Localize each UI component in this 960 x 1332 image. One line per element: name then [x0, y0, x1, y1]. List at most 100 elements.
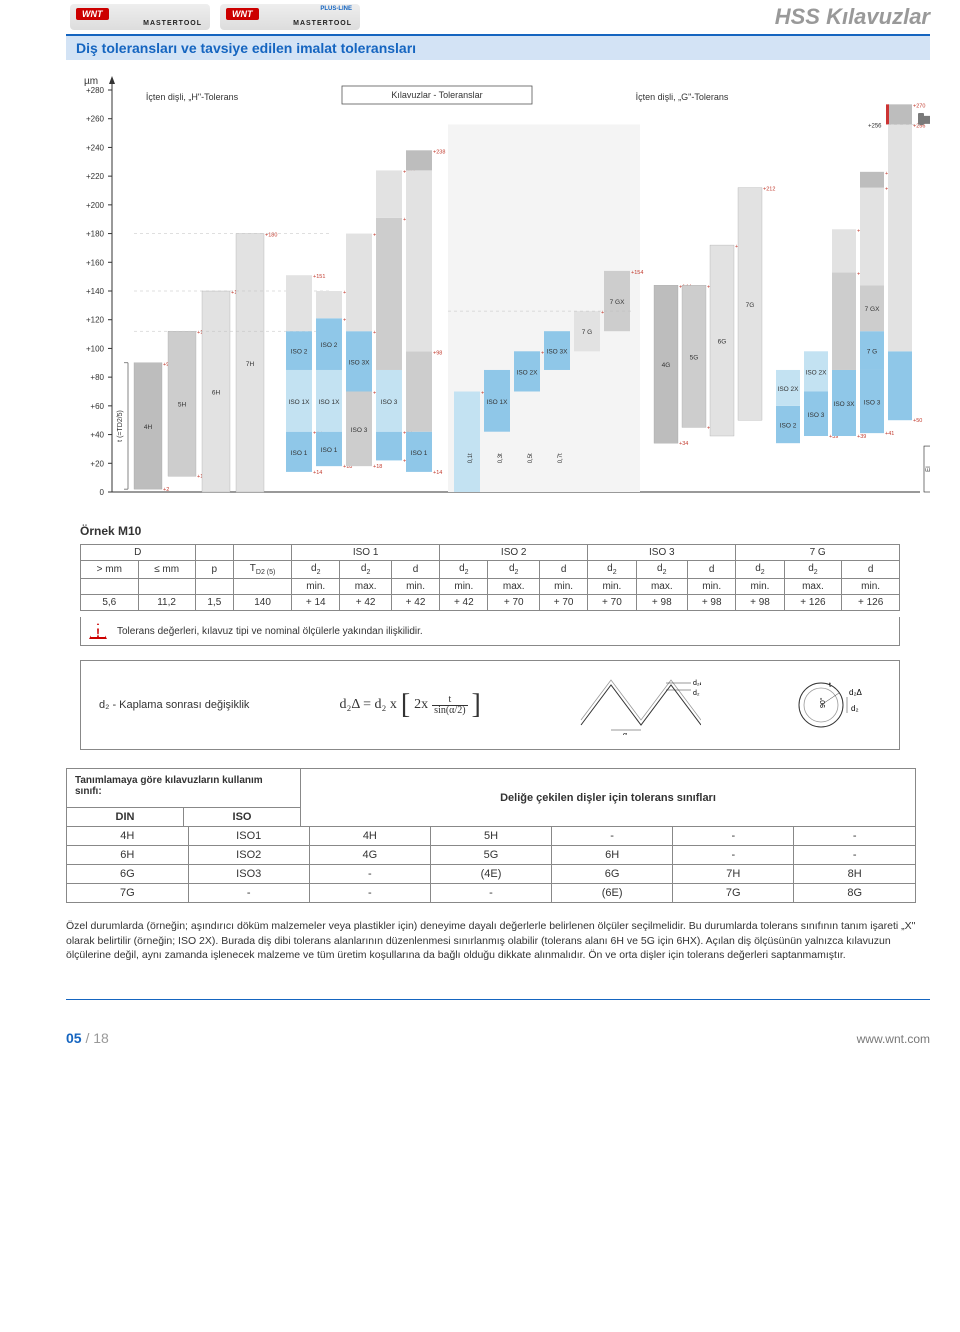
group-header-cell: ISO 2	[440, 545, 588, 561]
formula-box: d₂ - Kaplama sonrası değişiklik d₂Δ = d₂…	[80, 660, 900, 750]
svg-text:Kılavuzlar - Toleranslar: Kılavuzlar - Toleranslar	[391, 90, 482, 100]
data-cell: + 14	[292, 595, 340, 611]
data-cell: 1,5	[195, 595, 233, 611]
svg-text:ISO 3X: ISO 3X	[547, 349, 569, 356]
data-cell: 5,6	[81, 595, 139, 611]
sub-unit-cell	[195, 579, 233, 595]
svg-text:d₂Δ: d₂Δ	[849, 688, 863, 697]
class-cell: 6G	[67, 865, 188, 884]
class-cell: -	[552, 827, 673, 846]
sub-header-cell: p	[195, 561, 233, 579]
svg-text:+34: +34	[679, 441, 688, 447]
class-cell: -	[673, 827, 794, 846]
svg-text:+60: +60	[90, 402, 104, 411]
page-number-right: 18	[93, 1030, 109, 1046]
svg-text:+256: +256	[868, 123, 882, 129]
svg-text:ISO 1X: ISO 1X	[487, 399, 509, 406]
formula-equation: d₂Δ = d₂ x [ 2x t sin(α/2) ]	[339, 695, 480, 716]
class-cell: -	[309, 865, 430, 884]
sub-unit-cell: min.	[842, 579, 900, 595]
svg-text:ISO 3: ISO 3	[808, 412, 825, 419]
svg-text:ISO 2: ISO 2	[321, 342, 338, 349]
svg-text:+238: +238	[433, 149, 445, 155]
svg-text:0,1t: 0,1t	[468, 453, 474, 463]
data-cell: + 98	[736, 595, 784, 611]
sub-unit-cell: min.	[292, 579, 340, 595]
svg-text:+220: +220	[86, 172, 105, 181]
sub-header-cell: d2	[488, 561, 540, 579]
data-cell: + 42	[391, 595, 439, 611]
svg-text:d₂Δ: d₂Δ	[693, 680, 701, 687]
svg-text:ISO 1: ISO 1	[321, 447, 338, 454]
svg-text:+140: +140	[86, 287, 105, 296]
class-cell: -	[673, 846, 794, 865]
svg-text:+160: +160	[86, 258, 105, 267]
section-title: Diş toleransları ve tavsiye edilen imala…	[66, 34, 930, 60]
svg-text:ISO 3: ISO 3	[381, 399, 398, 406]
class-cell: -	[309, 884, 430, 903]
sub-unit-cell	[234, 579, 292, 595]
sub-unit-cell: max.	[784, 579, 842, 595]
class-cell: 4G	[309, 846, 430, 865]
svg-text:ISO 3: ISO 3	[351, 427, 368, 434]
svg-text:d₂: d₂	[693, 690, 700, 697]
warning-text: Tolerans değerleri, kılavuz tipi ve nomi…	[117, 626, 423, 637]
classification-block: Tanımlamaya göre kılavuzların kullanım s…	[66, 768, 916, 903]
svg-text:0,7t: 0,7t	[558, 453, 564, 463]
svg-text:7H: 7H	[246, 361, 255, 368]
svg-text:t: t	[829, 682, 831, 689]
class-cell: ISO2	[188, 846, 309, 865]
class-cell: 7H	[673, 865, 794, 884]
group-header-cell: ISO 1	[292, 545, 440, 561]
svg-text:+41: +41	[885, 431, 894, 437]
svg-text:+151: +151	[313, 274, 325, 280]
svg-text:5G: 5G	[690, 354, 699, 361]
sub-unit-cell: min.	[688, 579, 736, 595]
logo-block: WNT MASTERTOOL WNT PLUS-LINE MASTERTOOL	[70, 4, 360, 30]
sub-header-cell: > mm	[81, 561, 139, 579]
svg-text:ISO 2: ISO 2	[291, 349, 308, 356]
class-cell: 6H	[552, 846, 673, 865]
svg-text:+270: +270	[913, 103, 925, 109]
sub-header-cell: d2	[588, 561, 636, 579]
sub-header-cell: d	[539, 561, 587, 579]
svg-text:7G: 7G	[746, 302, 755, 309]
svg-text:İçten dişli, „H"-Tolerans: İçten dişli, „H"-Tolerans	[146, 92, 239, 102]
page-footer: 05 / 18 www.wnt.com	[0, 1030, 960, 1060]
svg-text:5H: 5H	[178, 402, 187, 409]
svg-text:+14: +14	[313, 470, 322, 476]
sub-header-cell: d	[688, 561, 736, 579]
svg-text:4G: 4G	[662, 362, 671, 369]
group-header-cell	[195, 545, 233, 561]
svg-text:0,5t: 0,5t	[528, 453, 534, 463]
svg-text:6H: 6H	[212, 390, 221, 397]
svg-text:+98: +98	[433, 350, 442, 356]
page-category: HSS Kılavuzlar	[775, 4, 930, 30]
svg-text:+154: +154	[631, 270, 643, 276]
svg-text:d₂: d₂	[851, 704, 859, 713]
sub-unit-cell: min.	[588, 579, 636, 595]
sub-header-cell: ≤ mm	[138, 561, 195, 579]
class-cell: 8G	[794, 884, 915, 903]
group-header-cell: D	[81, 545, 196, 561]
sub-header-cell: d	[842, 561, 900, 579]
data-cell: + 98	[636, 595, 688, 611]
svg-text:ISO 1: ISO 1	[411, 450, 428, 457]
sub-header-cell: d2	[440, 561, 488, 579]
svg-text:+80: +80	[90, 373, 104, 382]
svg-text:7 GX: 7 GX	[865, 306, 880, 313]
svg-text:EI: EI	[926, 466, 930, 472]
svg-text:ISO 2X: ISO 2X	[806, 369, 828, 376]
svg-text:+180: +180	[86, 230, 105, 239]
class-cell: 7G	[67, 884, 188, 903]
logo-mastertool-2: WNT PLUS-LINE MASTERTOOL	[220, 4, 360, 30]
class-cell: 7G	[673, 884, 794, 903]
data-cell: + 70	[539, 595, 587, 611]
data-cell: + 70	[488, 595, 540, 611]
sub-header-cell: TD2 (5)	[234, 561, 292, 579]
svg-text:+20: +20	[90, 459, 104, 468]
svg-text:0: 0	[100, 488, 105, 497]
sub-unit-cell	[81, 579, 139, 595]
data-cell: + 70	[588, 595, 636, 611]
class-cell: 5H	[430, 827, 551, 846]
